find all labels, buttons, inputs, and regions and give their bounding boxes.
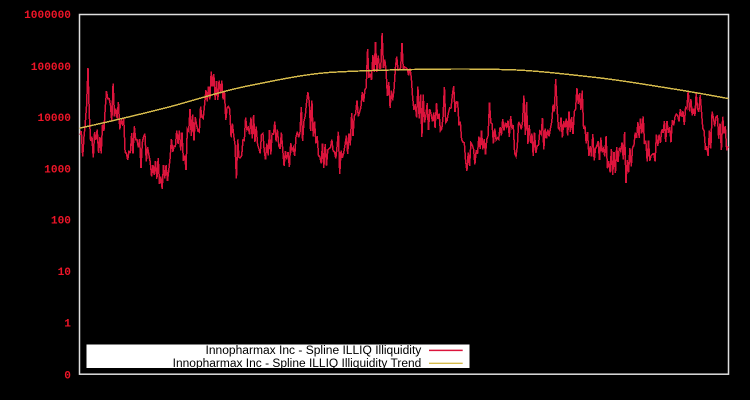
- svg-text:10000: 10000: [38, 113, 72, 125]
- svg-text:10: 10: [58, 267, 71, 279]
- svg-text:100000: 100000: [31, 62, 71, 74]
- svg-text:1000: 1000: [44, 164, 71, 176]
- svg-text:1: 1: [64, 318, 71, 330]
- svg-text:1000000: 1000000: [24, 10, 71, 22]
- svg-text:100: 100: [51, 216, 71, 228]
- svg-text:0: 0: [64, 371, 71, 383]
- svg-text:Innopharmax Inc - Spline ILLIQ: Innopharmax Inc - Spline ILLIQ Illiquidi…: [173, 358, 422, 370]
- svg-text:Innopharmax Inc - Spline ILLIQ: Innopharmax Inc - Spline ILLIQ Illiquidi…: [206, 345, 422, 357]
